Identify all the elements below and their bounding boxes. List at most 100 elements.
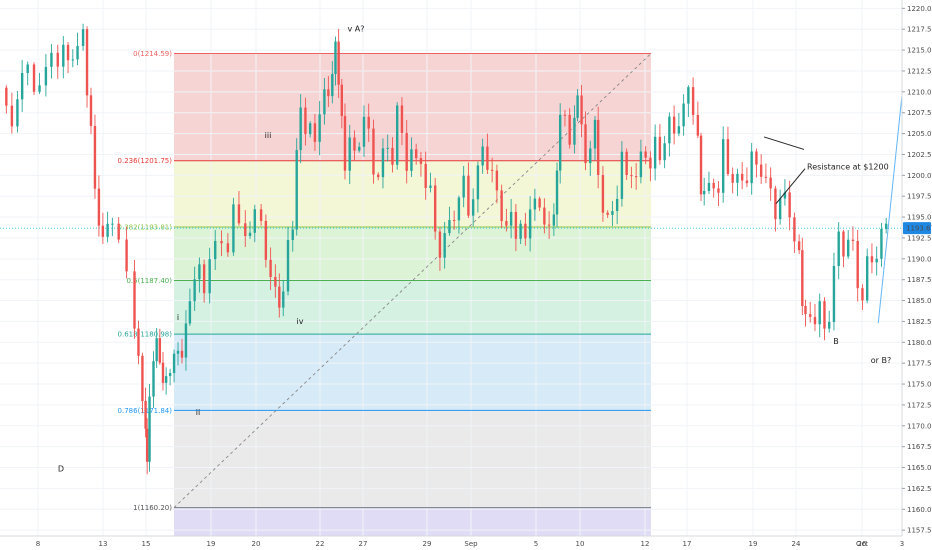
fib-level-label: 1(1160.20) xyxy=(133,504,172,512)
fib-trend-line xyxy=(173,53,652,508)
candle-body xyxy=(576,95,579,118)
candle-body xyxy=(884,223,888,229)
candle-body xyxy=(76,45,79,60)
candle-body xyxy=(429,185,432,188)
annotation-label: D xyxy=(58,465,64,474)
candle-body xyxy=(400,105,404,133)
candle-body xyxy=(410,149,413,171)
candle-body xyxy=(10,105,14,127)
candle-body xyxy=(44,66,48,86)
candle-body xyxy=(20,72,24,100)
candle-body xyxy=(353,137,356,151)
candle-body xyxy=(438,231,442,258)
candle-body xyxy=(372,128,375,175)
price-series xyxy=(5,23,903,475)
candle-body xyxy=(717,188,720,193)
candle-body xyxy=(443,233,446,258)
candle-body xyxy=(367,116,370,129)
candle-body xyxy=(601,174,605,213)
price-tick-label: 1160.00 xyxy=(907,506,932,514)
candle-body xyxy=(505,221,508,226)
candle-body xyxy=(391,147,394,165)
candle-body xyxy=(672,116,676,134)
candle-body xyxy=(699,135,703,195)
candle-body xyxy=(117,223,120,240)
candle-body xyxy=(755,151,758,165)
price-tick-label: 1185.00 xyxy=(907,297,932,305)
candle-body xyxy=(318,114,321,142)
candle-body xyxy=(467,175,470,216)
candle-body xyxy=(327,89,330,97)
candle-body xyxy=(740,173,744,181)
candle-body xyxy=(184,323,188,358)
candle-body xyxy=(519,223,522,239)
candle-body xyxy=(137,328,140,356)
price-tick-label: 1217.50 xyxy=(907,26,932,34)
time-tick-label: 15 xyxy=(142,540,151,548)
last-price-label: 1193.67 xyxy=(906,225,932,233)
candle-body xyxy=(38,85,41,92)
candle-body xyxy=(721,139,725,193)
annotation-label: v A? xyxy=(348,25,365,34)
annotation-label: ii xyxy=(196,408,200,417)
candle-body xyxy=(291,229,294,241)
price-tick-label: 1165.00 xyxy=(907,464,932,472)
candle-body xyxy=(837,231,840,266)
candle-body xyxy=(337,41,340,85)
candle-body xyxy=(304,107,307,135)
fib-zone xyxy=(174,410,651,508)
candle-body xyxy=(589,148,592,164)
candle-body xyxy=(457,197,461,221)
candle-body xyxy=(804,305,807,315)
candle-body xyxy=(875,258,878,263)
candle-body xyxy=(644,151,647,158)
candle-body xyxy=(97,188,101,226)
candle-body xyxy=(846,239,850,257)
candle-body xyxy=(152,361,155,397)
price-tick-label: 1162.50 xyxy=(907,485,932,493)
fib-level-label: 0.382(1193.81) xyxy=(118,224,173,232)
candle-body xyxy=(856,241,859,289)
candle-body xyxy=(164,376,168,383)
candle-body xyxy=(774,188,777,220)
candle-body xyxy=(547,224,551,226)
price-tick-label: 1190.00 xyxy=(907,255,932,263)
candle-body xyxy=(237,204,241,224)
price-tick-label: 1170.00 xyxy=(907,422,932,430)
candle-body xyxy=(726,139,730,175)
candle-body xyxy=(552,214,556,226)
price-tick-label: 1167.50 xyxy=(907,443,932,451)
candle-body xyxy=(486,146,489,170)
candle-body xyxy=(56,52,59,67)
candle-body xyxy=(259,209,263,221)
candle-body xyxy=(331,74,334,97)
candle-body xyxy=(274,276,277,287)
price-tick-label: 1157.50 xyxy=(907,527,932,535)
candle-body xyxy=(144,400,147,429)
price-tick-label: 1172.50 xyxy=(907,401,932,409)
candle-body xyxy=(377,174,380,178)
candle-body xyxy=(682,103,685,127)
candle-body xyxy=(620,151,624,199)
candle-body xyxy=(649,157,652,169)
candle-body xyxy=(419,158,423,164)
candle-body xyxy=(145,428,149,462)
candle-body xyxy=(106,223,109,237)
candle-body xyxy=(433,185,437,232)
fib-zone xyxy=(174,53,651,161)
candle-body xyxy=(691,87,695,116)
candle-body xyxy=(286,240,290,292)
time-tick-label: 20 xyxy=(252,540,261,548)
price-tick-label: 1212.50 xyxy=(907,67,932,75)
last-price-badge xyxy=(903,222,931,235)
candle-body xyxy=(573,117,576,145)
candle-body xyxy=(405,132,408,171)
price-tick-label: 1197.50 xyxy=(907,193,932,201)
candle-body xyxy=(707,182,711,191)
candle-body xyxy=(202,264,206,294)
candle-body xyxy=(313,123,317,142)
candle-body xyxy=(630,175,633,177)
candle-body xyxy=(358,146,361,151)
